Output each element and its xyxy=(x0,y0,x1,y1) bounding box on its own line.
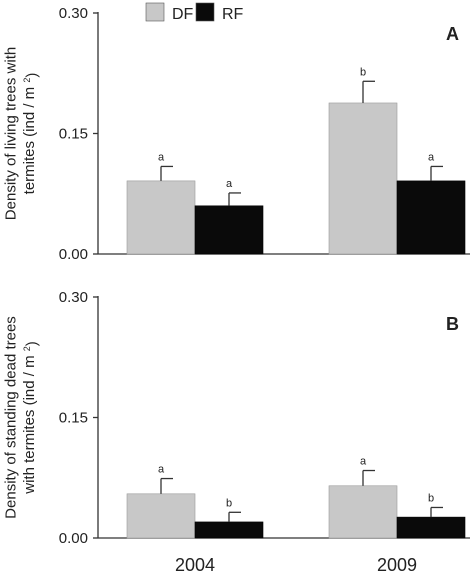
significance-label-rf-2004: a xyxy=(226,178,233,190)
significance-label-rf-2009: b xyxy=(428,492,434,504)
y-tick-label: 0.00 xyxy=(59,246,88,263)
legend-swatch-rf xyxy=(195,2,215,22)
legend-swatch-df xyxy=(145,2,165,22)
y-axis-label-line-1: Density of living trees with xyxy=(2,47,19,220)
panel-letter: B xyxy=(446,314,459,334)
y-tick-label: 0.30 xyxy=(59,5,88,22)
significance-label-df-2009: b xyxy=(360,66,366,78)
panel-letter: A xyxy=(446,24,459,44)
y-axis-label-superscript: 2 xyxy=(22,346,32,351)
y-axis-label: Density of standing dead trees with termi… xyxy=(2,316,40,519)
significance-label-df-2004: a xyxy=(158,151,165,163)
significance-label-rf-2009: a xyxy=(428,151,435,163)
x-tick-label-2004: 2004 xyxy=(175,555,215,575)
y-tick-label: 0.30 xyxy=(59,289,88,306)
bar-rf-2004 xyxy=(194,521,264,539)
y-axis-label-line-2: with termites (ind / m xyxy=(21,351,38,495)
legend-label-rf: RF xyxy=(222,6,244,23)
y-tick-label: 0.15 xyxy=(59,126,88,143)
bar-df-2009 xyxy=(328,102,398,255)
y-axis-label-close: ) xyxy=(24,73,41,78)
panel-a: 0.00 0.15 0.30 A Density of living trees wit… xyxy=(2,5,470,263)
panel-b: 0.00 0.15 0.30 B Density of standing dead tr… xyxy=(2,289,470,575)
y-axis-label-superscript: 2 xyxy=(22,78,32,83)
y-axis-label: Density of living trees with termites (in… xyxy=(2,47,40,220)
significance-label-rf-2004: b xyxy=(226,497,232,509)
significance-label-df-2009: a xyxy=(360,456,367,468)
legend: DF RF xyxy=(145,2,244,23)
bar-rf-2009 xyxy=(396,180,466,255)
y-axis-label-line-2: termites (ind / m xyxy=(21,83,38,195)
significance-label-df-2004: a xyxy=(158,464,165,476)
y-tick-label: 0.15 xyxy=(59,410,88,427)
y-axis-label-line-1: Density of standing dead trees xyxy=(2,316,19,519)
y-tick-label: 0.00 xyxy=(59,530,88,547)
bar-rf-2009 xyxy=(396,516,466,539)
legend-label-df: DF xyxy=(172,6,194,23)
bar-df-2009 xyxy=(328,485,398,539)
y-axis-label-close: ) xyxy=(24,341,41,346)
bar-rf-2004 xyxy=(194,205,264,255)
x-tick-label-2009: 2009 xyxy=(377,555,417,575)
bar-df-2004 xyxy=(126,493,196,539)
bar-df-2004 xyxy=(126,180,196,255)
